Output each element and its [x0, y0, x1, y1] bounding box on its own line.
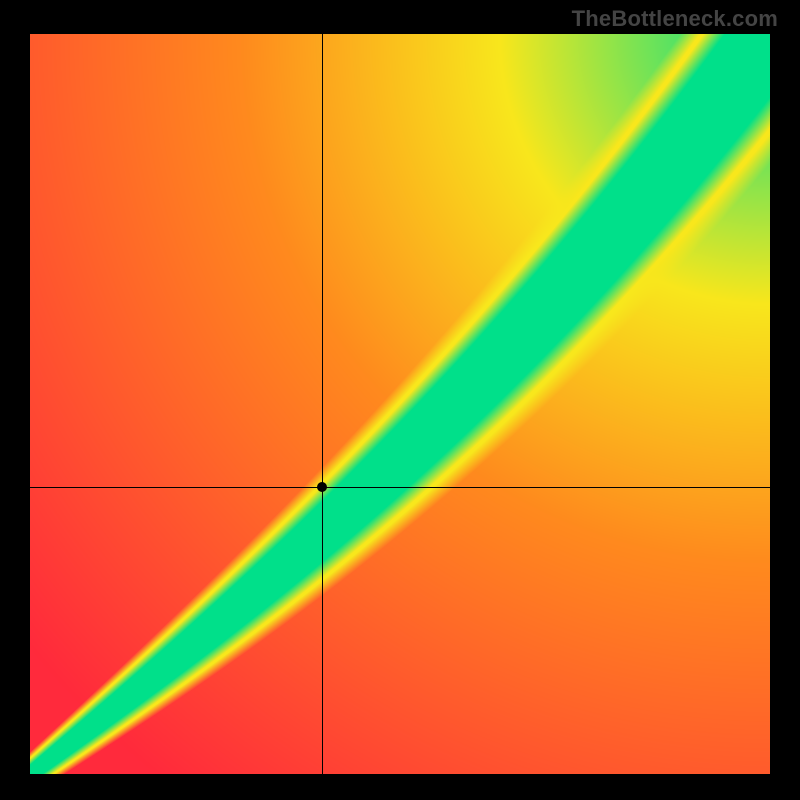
watermark-text: TheBottleneck.com — [572, 6, 778, 32]
crosshair-vertical — [322, 34, 323, 774]
heatmap-plot — [30, 34, 770, 774]
heatmap-canvas — [30, 34, 770, 774]
crosshair-horizontal — [30, 487, 770, 488]
